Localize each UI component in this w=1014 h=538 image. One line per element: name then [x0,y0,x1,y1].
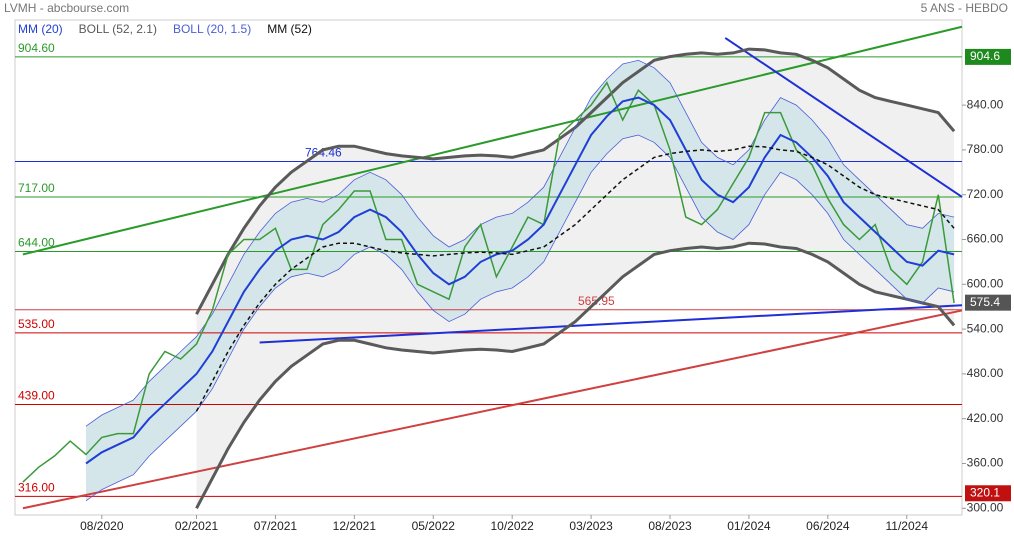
y-tick-label: 720.00 [967,187,1004,201]
y-tick-label: 300.00 [967,500,1004,514]
x-tick-label: 02/2021 [175,519,219,533]
legend-entry: MM (52) [267,22,312,36]
x-tick-label: 08/2023 [648,519,692,533]
x-tick-label: 07/2021 [254,519,298,533]
chart-title: LVMH - abcbourse.com [4,1,129,15]
x-tick-label: 11/2024 [886,519,929,533]
price-tag [965,485,1011,502]
trendline [22,25,963,256]
x-tick-label: 10/2022 [490,519,534,533]
level-label: 535.00 [18,317,55,331]
price-tag [965,48,1011,65]
moving-average [195,145,955,412]
y-tick-label: 420.00 [967,411,1004,425]
y-tick-label: 840.00 [967,97,1004,111]
level-label: 717.00 [18,181,55,195]
legend-entry: MM (20) [18,22,63,36]
band-lower [195,241,956,510]
legend-entry: BOLL (52, 2.1) [79,22,157,36]
x-tick-label: 06/2024 [806,519,850,533]
y-tick-label: 480.00 [967,366,1004,380]
price-tag-label: 320.1 [970,485,1000,499]
price-tag-label: 575.4 [970,295,1000,309]
moving-average [85,96,955,465]
x-tick-label: 03/2023 [569,519,613,533]
trendline [259,304,963,344]
band-area [86,60,955,501]
trendline [22,309,963,510]
band-lower [85,134,955,502]
legend-entry: BOLL (20, 1.5) [173,22,251,36]
trendline [724,37,963,198]
y-tick-label: 660.00 [967,232,1004,246]
y-tick-label: 780.00 [967,142,1004,156]
level-label: 644.00 [18,236,55,250]
price-tag-label: 904.6 [970,49,1000,63]
y-tick-label: 360.00 [967,456,1004,470]
level-label: 904.60 [18,41,55,55]
x-tick-label: 05/2022 [412,519,456,533]
x-tick-label: 01/2024 [727,519,771,533]
x-tick-label: 08/2020 [80,519,124,533]
level-label: 316.00 [18,481,55,495]
y-tick-label: 600.00 [967,276,1004,290]
level-label: 439.00 [18,389,55,403]
band-upper [85,59,955,427]
x-tick-label: 12/2021 [333,519,377,533]
price-tag [965,294,1011,311]
chart-subtitle: 5 ANS - HEBDO [921,1,1008,15]
y-tick-label: 540.00 [967,321,1004,335]
